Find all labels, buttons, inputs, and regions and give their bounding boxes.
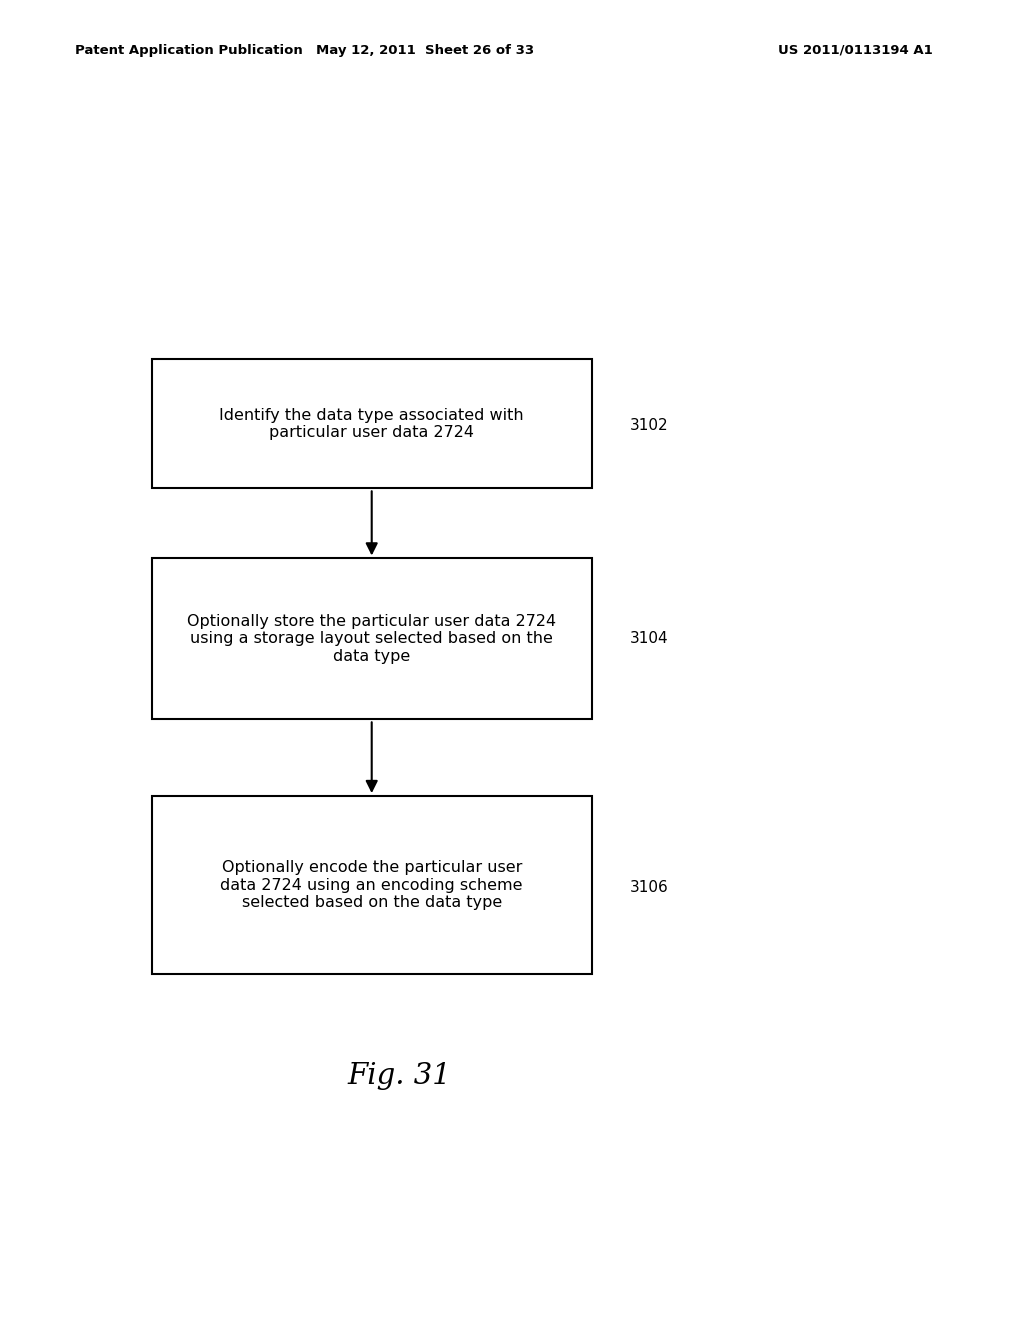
FancyBboxPatch shape (152, 796, 592, 974)
Text: 3104: 3104 (630, 631, 669, 647)
Text: May 12, 2011  Sheet 26 of 33: May 12, 2011 Sheet 26 of 33 (315, 44, 535, 57)
Text: 3102: 3102 (630, 417, 669, 433)
Text: Fig. 31: Fig. 31 (347, 1061, 452, 1090)
Text: Identify the data type associated with
particular user data 2724: Identify the data type associated with p… (219, 408, 524, 440)
Text: 3106: 3106 (630, 879, 669, 895)
Text: US 2011/0113194 A1: US 2011/0113194 A1 (778, 44, 933, 57)
Text: Optionally store the particular user data 2724
using a storage layout selected b: Optionally store the particular user dat… (187, 614, 556, 664)
FancyBboxPatch shape (152, 558, 592, 719)
FancyBboxPatch shape (152, 359, 592, 488)
Text: Optionally encode the particular user
data 2724 using an encoding scheme
selecte: Optionally encode the particular user da… (220, 861, 523, 909)
Text: Patent Application Publication: Patent Application Publication (75, 44, 302, 57)
